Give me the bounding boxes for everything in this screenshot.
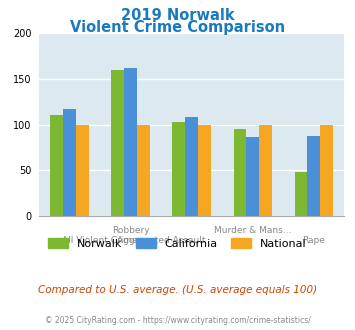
- Bar: [295, 172, 307, 216]
- Bar: [50, 115, 63, 216]
- Text: Aggravated Assault: Aggravated Assault: [117, 236, 206, 245]
- Text: © 2025 CityRating.com - https://www.cityrating.com/crime-statistics/: © 2025 CityRating.com - https://www.city…: [45, 316, 310, 325]
- Text: Violent Crime Comparison: Violent Crime Comparison: [70, 20, 285, 35]
- Bar: [320, 124, 333, 216]
- Bar: [198, 124, 211, 216]
- Bar: [185, 117, 198, 216]
- Bar: [234, 129, 246, 216]
- Text: All Violent Crime: All Violent Crime: [62, 236, 138, 245]
- Bar: [124, 68, 137, 216]
- Bar: [137, 124, 150, 216]
- Text: Murder & Mans...: Murder & Mans...: [214, 226, 291, 235]
- Bar: [307, 137, 320, 216]
- Bar: [111, 70, 124, 216]
- Text: Rape: Rape: [302, 236, 325, 245]
- Text: Compared to U.S. average. (U.S. average equals 100): Compared to U.S. average. (U.S. average …: [38, 285, 317, 295]
- Bar: [76, 124, 89, 216]
- Bar: [63, 109, 76, 216]
- Text: 2019 Norwalk: 2019 Norwalk: [121, 8, 234, 23]
- Bar: [259, 124, 272, 216]
- Legend: Norwalk, California, National: Norwalk, California, National: [44, 234, 311, 253]
- Bar: [173, 122, 185, 216]
- Bar: [246, 137, 259, 216]
- Text: Robbery: Robbery: [112, 226, 149, 235]
